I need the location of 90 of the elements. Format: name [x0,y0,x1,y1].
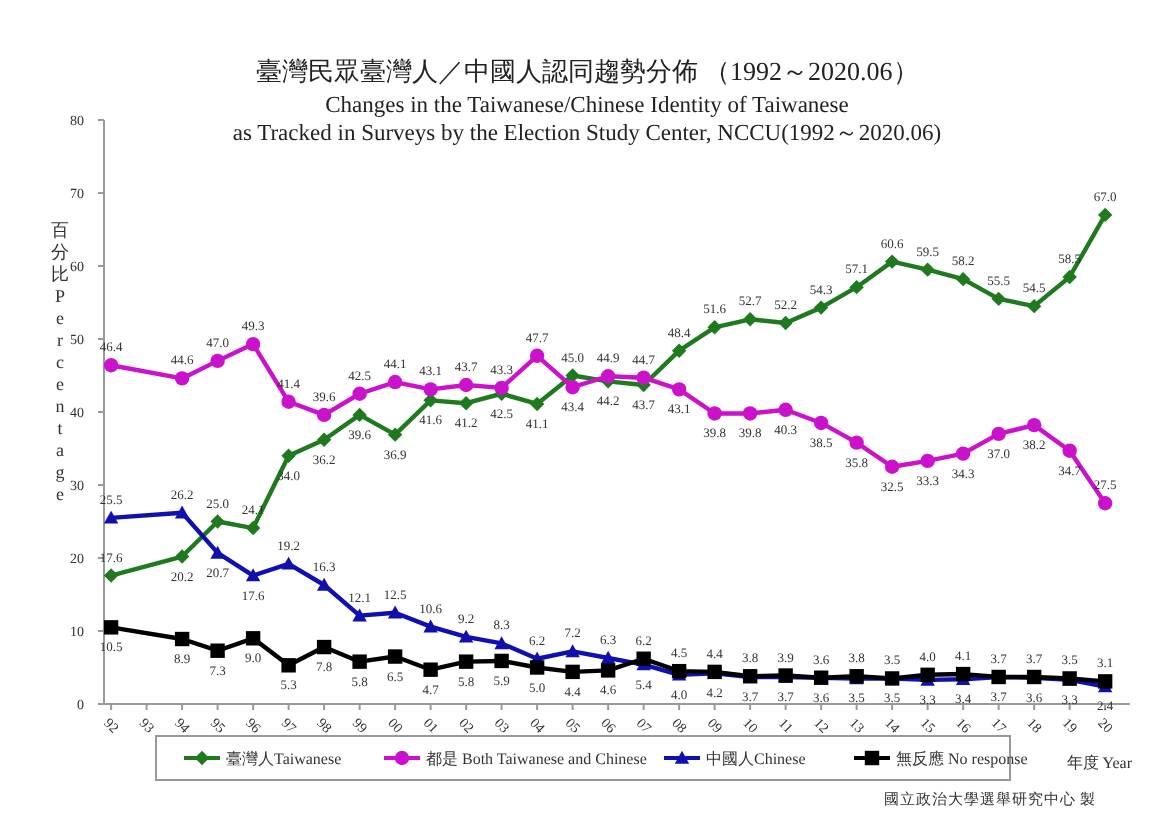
point [103,568,119,583]
point [352,407,367,423]
point [671,343,687,358]
point [636,651,651,666]
point [849,279,864,295]
legend-label: 臺灣人Taiwanese [226,750,343,768]
point [529,396,545,412]
point [849,435,864,450]
point [1097,674,1113,689]
point [387,605,403,619]
point [423,662,438,677]
point [352,608,367,622]
point [210,545,225,559]
point [458,629,474,643]
legend-label: 中國人Chinese [706,750,807,768]
chart-title: 臺灣民眾臺灣人／中國人認同趨勢分佈 （1992～2020.06） [255,56,919,86]
point [955,271,971,287]
point [920,453,935,469]
point [565,644,580,658]
point [1097,207,1113,223]
point [387,374,403,390]
point [529,660,545,675]
point [565,664,580,680]
point [103,620,119,635]
point [352,386,367,401]
point [884,254,900,269]
text: 百分比 Percentage [51,220,69,504]
point [281,448,296,463]
point [387,427,403,442]
point [671,382,687,397]
legend-label: 無反應 No response [896,750,1029,768]
point [494,380,509,396]
point [884,459,900,474]
point [387,649,403,664]
point [281,394,296,409]
point [494,653,509,669]
point [210,643,225,658]
point [920,262,935,277]
point [316,639,332,655]
point [529,348,545,363]
point [245,336,261,352]
point [494,636,509,650]
point [103,358,119,373]
point [245,631,261,646]
point [813,415,829,431]
point [991,291,1006,307]
point [174,371,190,386]
point [352,654,367,669]
point [316,577,332,591]
point [565,379,580,395]
point [210,353,225,369]
chart-subtitle: Changes in the Taiwanese/Chinese Identity of Taiwanese as Tracked in Surveys by the Election Study Center, NCCU(1992～2020.06) [232,94,942,146]
point [316,407,332,423]
point [565,368,580,383]
point [281,658,296,673]
point [174,549,190,564]
point [778,402,793,418]
point [423,382,438,397]
point [600,663,616,678]
point [600,369,616,384]
point [281,556,296,570]
point [955,446,971,461]
point [920,667,935,682]
point [245,520,261,536]
legend-label: 都是 Both Taiwanese and Chinese [426,750,648,768]
point [778,315,793,331]
point [245,568,261,582]
point [174,505,190,519]
point [458,396,474,411]
point [103,510,119,524]
point [458,654,474,669]
point [1026,417,1042,433]
point [707,320,722,335]
point [423,619,438,633]
point [174,631,190,647]
point [991,426,1006,442]
point [316,432,332,447]
point [1097,496,1113,511]
point [1062,443,1077,458]
point [742,312,758,327]
point [742,406,758,421]
point [813,300,829,315]
point [1026,298,1042,314]
point [210,514,225,529]
point [955,666,971,682]
x-axis-title: 年度 Year [1066,754,1133,772]
point [458,377,474,393]
point [1062,269,1077,285]
point [707,406,722,421]
point [636,370,651,385]
